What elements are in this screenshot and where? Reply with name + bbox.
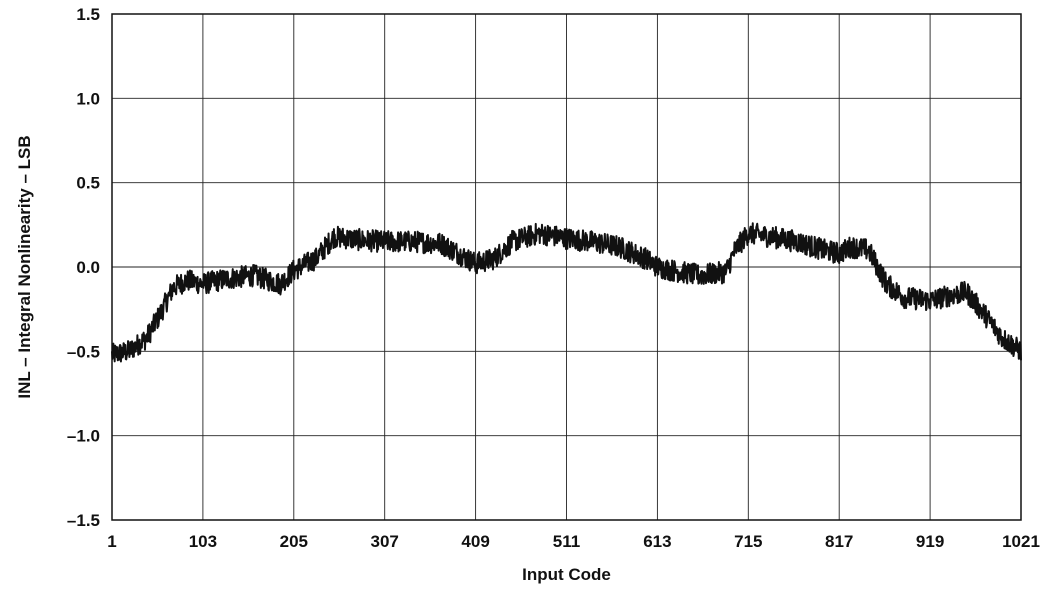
x-tick-label: 613 (643, 532, 671, 551)
x-tick-label: 511 (553, 532, 580, 551)
x-tick-label: 919 (916, 532, 944, 551)
y-tick-labels: –1.5 –1.0 –0.5 0.0 0.5 1.0 1.5 (67, 5, 100, 530)
x-tick-label: 307 (371, 532, 399, 551)
x-tick-label: 103 (189, 532, 217, 551)
y-tick-label: –0.5 (67, 342, 100, 361)
y-tick-label: 0.5 (76, 174, 100, 193)
y-axis-label: INL – Integral Nonlinearity – LSB (15, 135, 34, 398)
x-tick-label: 1021 (1002, 532, 1040, 551)
x-tick-label: 715 (734, 532, 762, 551)
x-tick-label: 817 (825, 532, 853, 551)
y-tick-label: 0.0 (76, 258, 100, 277)
grid-lines (111, 13, 1022, 521)
y-tick-label: –1.5 (67, 511, 100, 530)
x-tick-labels: 1 103 205 307 409 511 613 715 817 919 1021 (107, 532, 1040, 551)
x-tick-label: 1 (107, 532, 116, 551)
x-tick-label: 205 (280, 532, 308, 551)
y-tick-label: 1.5 (76, 5, 100, 24)
plot-frame (111, 13, 1022, 521)
x-axis-label: Input Code (522, 565, 611, 584)
y-tick-label: 1.0 (76, 89, 100, 108)
series-layer (111, 222, 1022, 363)
y-tick-label: –1.0 (67, 427, 100, 446)
x-tick-label: 409 (461, 532, 489, 551)
inl-series-line (111, 222, 1022, 363)
